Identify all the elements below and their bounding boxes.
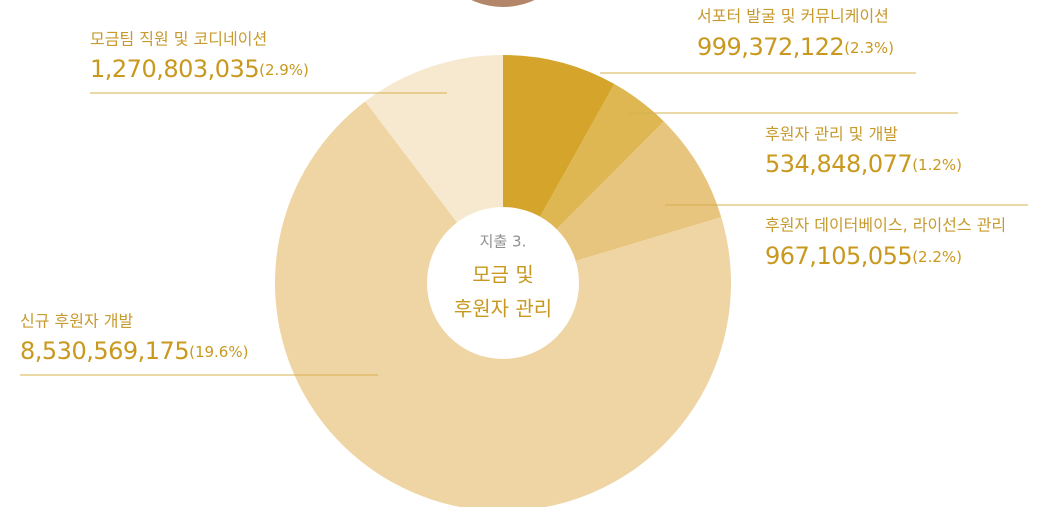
- center-title: 후원자 관리: [454, 297, 552, 321]
- slice-name: 모금팀 직원 및 코디네이션: [90, 30, 267, 49]
- share-label: (1.2%): [912, 156, 962, 174]
- slice-value: 967,105,055(2.2%): [765, 242, 962, 270]
- value-label: 1,270,803,035: [90, 55, 259, 83]
- donut-hole: [427, 207, 579, 359]
- slice-name: 신규 후원자 개발: [20, 312, 133, 331]
- slice-value: 999,372,122(2.3%): [697, 33, 894, 61]
- decor-circle: [471, 0, 535, 7]
- slice-name: 서포터 발굴 및 커뮤니케이션: [697, 7, 889, 26]
- slice-name: 후원자 데이터베이스, 라이선스 관리: [765, 216, 1006, 235]
- value-label: 999,372,122: [697, 33, 844, 61]
- center-title: 모금 및: [472, 263, 534, 287]
- slice-name: 후원자 관리 및 개발: [765, 125, 898, 144]
- share-label: (19.6%): [189, 343, 248, 361]
- slice-value: 534,848,077(1.2%): [765, 150, 962, 178]
- value-label: 8,530,569,175: [20, 337, 189, 365]
- share-label: (2.2%): [912, 248, 962, 266]
- share-label: (2.9%): [259, 61, 309, 79]
- share-label: (2.3%): [844, 39, 894, 57]
- value-label: 534,848,077: [765, 150, 912, 178]
- slice-value: 1,270,803,035(2.9%): [90, 55, 309, 83]
- value-label: 967,105,055: [765, 242, 912, 270]
- slice-value: 8,530,569,175(19.6%): [20, 337, 248, 365]
- center-subtitle: 지출 3.: [480, 233, 527, 251]
